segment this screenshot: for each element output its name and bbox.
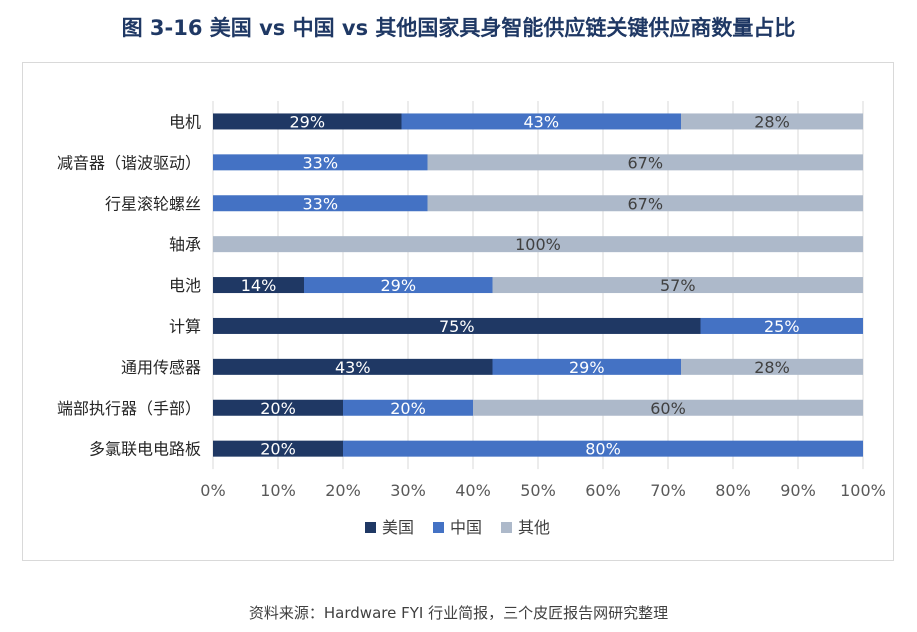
category-label: 多氯联电电路板 (89, 440, 201, 459)
bar-segment (492, 277, 863, 294)
category-label: 行星滚轮螺丝 (105, 194, 201, 213)
data-label: 33% (302, 194, 338, 213)
chart-frame: 0% 10% 20% 30% 40% 50% 60% 70% 80% 90% 100% 电机 29% 43… (22, 62, 894, 561)
bar-segment (492, 358, 681, 375)
data-label: 20% (260, 399, 296, 418)
bar-segment (343, 440, 863, 457)
x-tick-label: 70% (650, 481, 686, 500)
legend-swatch (365, 522, 376, 533)
data-label: 67% (627, 194, 663, 213)
bar-segment (213, 113, 402, 130)
category-label: 电池 (169, 276, 201, 295)
legend-swatch (433, 522, 444, 533)
bar-segment (401, 113, 681, 130)
bar-segment (213, 440, 343, 457)
legend-label: 中国 (450, 518, 482, 537)
data-label: 60% (650, 399, 686, 418)
bar-segment (213, 277, 304, 294)
bar-segment (343, 399, 473, 416)
x-tick-label: 10% (260, 481, 296, 500)
data-label: 43% (523, 112, 559, 131)
x-tick-label: 0% (200, 481, 225, 500)
bar-segment (213, 399, 343, 416)
bar-segment (473, 399, 863, 416)
legend-label: 其他 (518, 518, 550, 537)
bar-segment (700, 317, 863, 334)
bar-segment (681, 113, 863, 130)
category-label: 通用传感器 (121, 358, 201, 377)
data-label: 29% (569, 358, 605, 377)
x-tick-label: 50% (520, 481, 556, 500)
x-tick-label: 40% (455, 481, 491, 500)
data-label: 75% (439, 317, 475, 336)
data-label: 20% (260, 440, 296, 459)
bar-segment (427, 195, 863, 212)
data-label: 43% (335, 358, 371, 377)
data-label: 29% (289, 112, 325, 131)
category-label: 电机 (169, 112, 201, 131)
data-label: 33% (302, 153, 338, 172)
legend-label: 美国 (382, 518, 414, 537)
data-label: 100% (515, 235, 561, 254)
x-tick-label: 20% (325, 481, 361, 500)
bar-segment (681, 358, 863, 375)
bar-segment (304, 277, 493, 294)
legend-swatch (501, 522, 512, 533)
bar-segment (213, 358, 493, 375)
bar-segment (427, 154, 863, 171)
source-note: 资料来源：Hardware FYI 行业简报，三个皮匠报告网研究整理 (248, 604, 669, 622)
bar-segment (213, 195, 428, 212)
data-label: 28% (754, 358, 790, 377)
data-label: 25% (764, 317, 800, 336)
category-label: 计算 (169, 317, 201, 336)
x-tick-label: 100% (840, 481, 886, 500)
category-label: 轴承 (169, 235, 201, 254)
category-label: 减音器（谐波驱动） (57, 153, 201, 172)
data-label: 67% (627, 153, 663, 172)
bar-segment (213, 317, 701, 334)
x-tick-label: 80% (715, 481, 751, 500)
data-label: 57% (660, 276, 696, 295)
bar-segment (213, 154, 428, 171)
category-label: 端部执行器（手部） (57, 399, 201, 418)
x-tick-label: 60% (585, 481, 621, 500)
data-label: 29% (380, 276, 416, 295)
x-tick-label: 90% (780, 481, 816, 500)
data-label: 80% (585, 440, 621, 459)
x-tick-label: 30% (390, 481, 426, 500)
stacked-bar-chart: 0% 10% 20% 30% 40% 50% 60% 70% 80% 90% 100% 电机 29% 43… (57, 101, 886, 537)
bar-segment (213, 236, 863, 253)
data-label: 14% (241, 276, 277, 295)
data-label: 20% (390, 399, 426, 418)
data-label: 28% (754, 112, 790, 131)
figure-title: 图 3-16 美国 vs 中国 vs 其他国家具身智能供应链关键供应商数量占比 (121, 16, 796, 40)
